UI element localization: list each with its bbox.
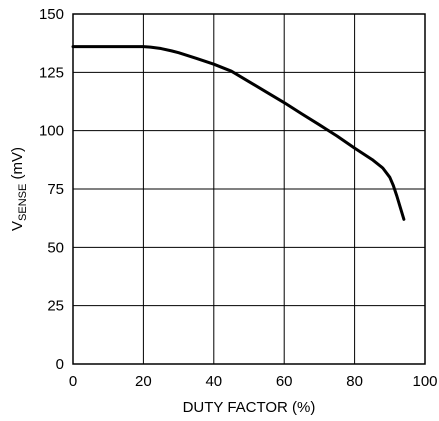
plot-frame [72,13,426,365]
x-tick-label: 20 [135,373,152,390]
grid [73,14,425,364]
y-axis-label-main: V [9,221,26,231]
series [71,45,406,221]
x-tick-label: 80 [346,373,363,390]
x-axis-label: DUTY FACTOR (%) [183,399,316,416]
x-tick-label: 0 [69,373,77,390]
y-tick-label: 50 [47,239,64,256]
x-tick-labels: 0 20 40 60 80 100 [69,373,438,390]
x-tick-label: 60 [276,373,293,390]
y-tick-label: 125 [39,64,64,81]
y-tick-label: 25 [47,298,64,315]
y-axis-label: VSENSE (mV) [9,147,29,231]
x-tick-label: 100 [412,373,437,390]
y-tick-label: 0 [56,356,64,373]
y-axis-label-subscript: SENSE [17,184,29,221]
series-line [71,45,406,221]
x-tick-label: 40 [205,373,222,390]
y-tick-label: 100 [39,123,64,140]
y-axis-label-suffix: (mV) [9,147,26,184]
y-tick-label: 150 [39,6,64,23]
y-tick-labels: 0 25 50 75 100 125 150 [39,6,64,373]
y-tick-label: 75 [47,181,64,198]
